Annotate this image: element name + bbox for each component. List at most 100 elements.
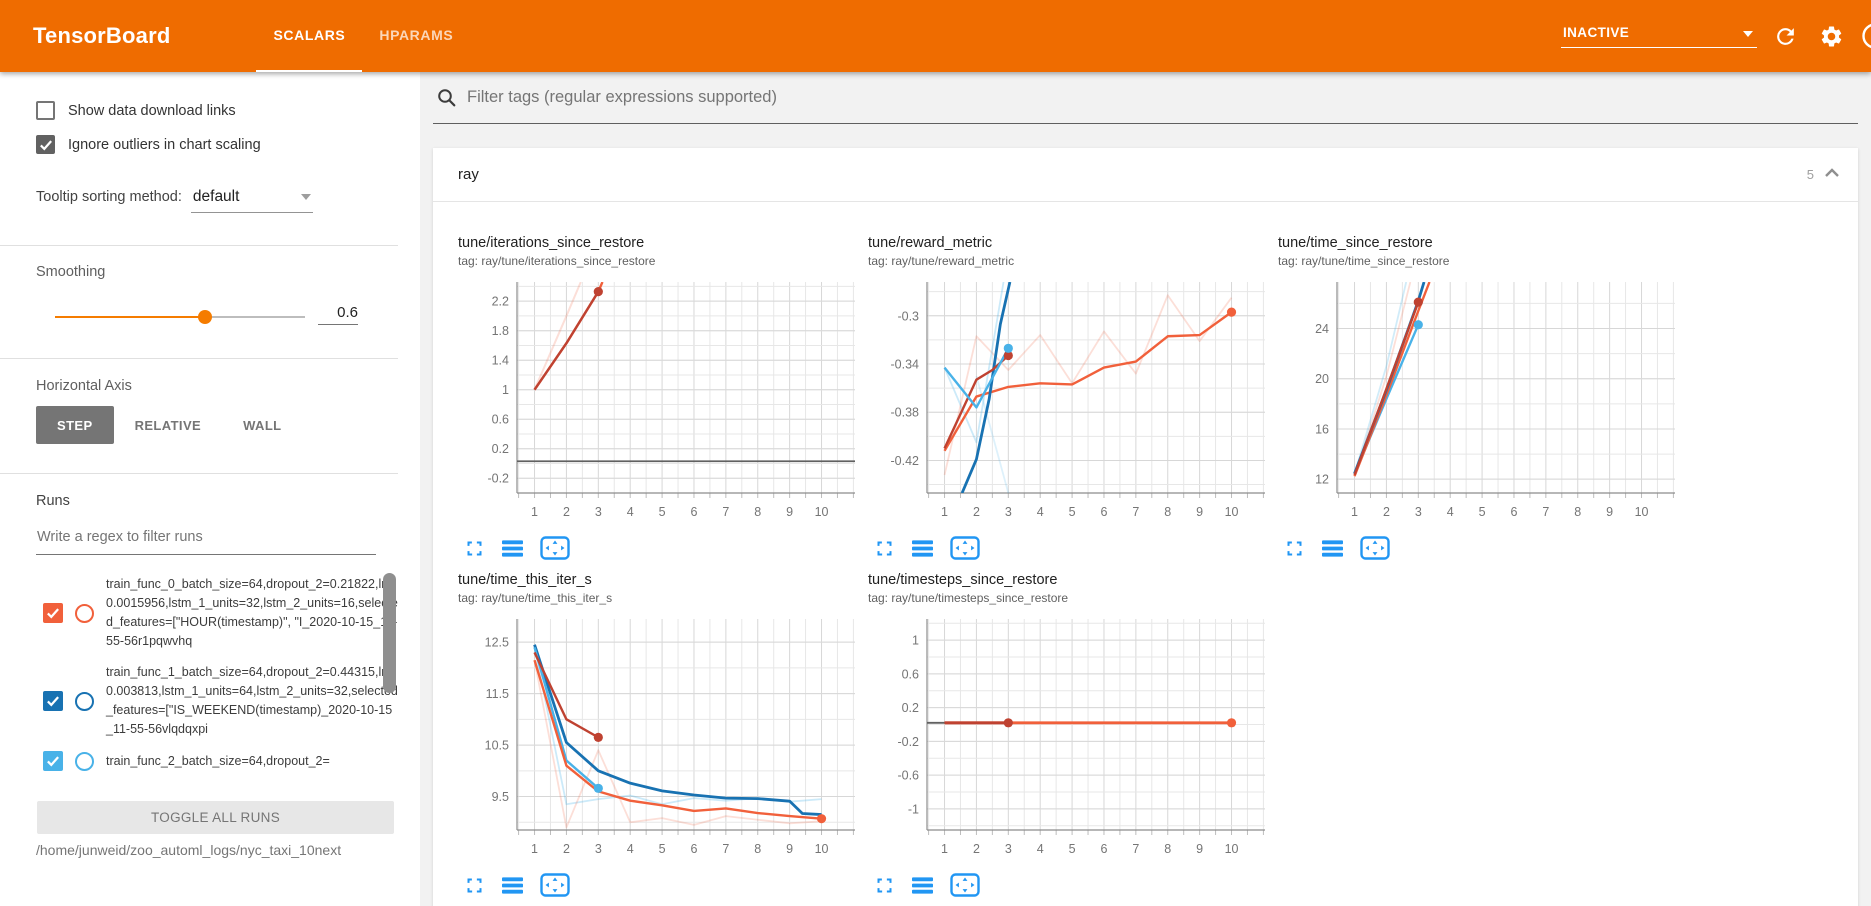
fullscreen-icon[interactable] xyxy=(874,538,895,559)
run-checkbox-icon[interactable] xyxy=(43,751,63,771)
svg-text:5: 5 xyxy=(659,505,666,519)
tag-filter-input[interactable] xyxy=(465,87,1858,108)
svg-text:2: 2 xyxy=(1383,505,1390,519)
search-icon xyxy=(438,89,456,107)
svg-text:8: 8 xyxy=(1164,505,1171,519)
chart-tag: tag: ray/tune/time_this_iter_s xyxy=(458,591,613,605)
run-color-radio[interactable] xyxy=(75,691,94,711)
tooltip-sorting-select[interactable]: default xyxy=(190,188,313,213)
category-header[interactable]: ray 5 xyxy=(433,148,1858,202)
svg-text:-0.38: -0.38 xyxy=(891,406,920,420)
horizontal-bars-icon[interactable] xyxy=(501,538,524,559)
svg-text:3: 3 xyxy=(595,505,602,519)
svg-text:5: 5 xyxy=(659,842,666,856)
status-dropdown[interactable]: INACTIVE xyxy=(1561,25,1757,48)
chart-card: tune/timesteps_since_restore tag: ray/tun… xyxy=(868,570,1278,899)
svg-text:1: 1 xyxy=(502,383,509,397)
chart-tag: tag: ray/tune/timesteps_since_restore xyxy=(868,591,1069,605)
fit-domain-icon[interactable] xyxy=(540,873,570,897)
horizontal-bars-icon[interactable] xyxy=(911,538,934,559)
svg-text:4: 4 xyxy=(1037,842,1044,856)
svg-text:2: 2 xyxy=(973,505,980,519)
run-checkbox-icon[interactable] xyxy=(43,691,63,711)
fit-domain-icon[interactable] xyxy=(950,873,980,897)
svg-text:2: 2 xyxy=(973,842,980,856)
chart-card: tune/reward_metric tag: ray/tune/reward_m… xyxy=(868,233,1278,562)
horizontal-bars-icon[interactable] xyxy=(911,875,934,896)
svg-text:-0.42: -0.42 xyxy=(891,454,920,468)
chart-title: tune/reward_metric xyxy=(868,235,993,251)
smoothing-slider[interactable] xyxy=(55,309,305,325)
divider xyxy=(0,358,398,359)
scalar-chart-plot[interactable]: -0.3 -0.34 -0.38 -0.42 1 2 3 4 5 6 7 8 9 10 xyxy=(868,276,1268,528)
slider-thumb[interactable] xyxy=(198,310,212,324)
run-color-radio[interactable] xyxy=(75,751,94,771)
refresh-icon[interactable] xyxy=(1772,23,1798,49)
svg-text:7: 7 xyxy=(1132,842,1139,856)
fullscreen-icon[interactable] xyxy=(464,538,485,559)
fit-domain-icon[interactable] xyxy=(540,536,570,560)
svg-text:11.5: 11.5 xyxy=(486,687,509,701)
svg-text:3: 3 xyxy=(1415,505,1422,519)
run-color-radio[interactable] xyxy=(75,603,94,623)
svg-text:7: 7 xyxy=(722,842,729,856)
scalar-chart-plot[interactable]: 1 0.6 0.2 -0.2 -0.6 -1 1 2 3 4 5 6 7 8 9 10 xyxy=(868,613,1268,865)
series-cyan-run-unsmoothed xyxy=(943,282,1005,444)
tab-scalars[interactable]: SCALARS xyxy=(256,0,363,72)
run-checkbox-icon[interactable] xyxy=(43,603,63,623)
series-blue-run-smoothed xyxy=(960,282,1012,493)
charts-grid: tune/iterations_since_restore tag: ray/tu… xyxy=(433,202,1858,906)
svg-text:6: 6 xyxy=(690,505,697,519)
checkbox-row[interactable]: Ignore outliers in chart scaling xyxy=(36,135,261,154)
help-icon[interactable] xyxy=(1862,23,1871,49)
fit-domain-icon[interactable] xyxy=(1360,536,1390,560)
fit-domain-icon[interactable] xyxy=(950,536,980,560)
chart-tag: tag: ray/tune/reward_metric xyxy=(868,254,1015,268)
series-orange-run-unsmoothed xyxy=(943,294,1233,476)
svg-text:3: 3 xyxy=(1005,842,1012,856)
series-dark-red-run-smoothed xyxy=(1353,301,1420,476)
checkbox-checked-icon[interactable] xyxy=(36,135,55,154)
horizontal-bars-icon[interactable] xyxy=(501,875,524,896)
axis-option-relative[interactable]: RELATIVE xyxy=(114,406,223,444)
checkbox-row[interactable]: Show data download links xyxy=(36,101,236,120)
chart-title: tune/timesteps_since_restore xyxy=(868,572,1058,588)
series-cyan-run-smoothed xyxy=(533,646,600,790)
fullscreen-icon[interactable] xyxy=(874,875,895,896)
chevron-up-icon[interactable] xyxy=(1824,166,1840,184)
series-blue-run-smoothed xyxy=(533,644,822,816)
axis-option-step[interactable]: STEP xyxy=(36,406,114,444)
runs-filter-input[interactable] xyxy=(36,529,377,554)
tab-bar: SCALARS HPARAMS xyxy=(256,0,470,72)
runs-scrollbar-thumb[interactable] xyxy=(383,573,396,693)
tooltip-sorting-row: Tooltip sorting method: default xyxy=(36,188,313,213)
svg-text:1: 1 xyxy=(531,505,538,519)
runs-filter-row xyxy=(36,528,377,555)
fullscreen-icon[interactable] xyxy=(1284,538,1305,559)
checkbox-label: Ignore outliers in chart scaling xyxy=(68,136,261,153)
horizontal-axis-buttons: STEP RELATIVE WALL xyxy=(36,406,303,444)
tab-hparams[interactable]: HPARAMS xyxy=(379,27,454,43)
run-list-item: train_func_2_batch_size=64,dropout_2= xyxy=(0,739,420,771)
status-label: INACTIVE xyxy=(1563,24,1630,40)
scalar-chart-plot[interactable]: 9.5 10.5 11.5 12.5 1 2 3 4 5 6 7 8 9 10 xyxy=(458,613,858,865)
fullscreen-icon[interactable] xyxy=(464,875,485,896)
toggle-all-runs-button[interactable]: TOGGLE ALL RUNS xyxy=(37,801,394,834)
scalar-chart-plot[interactable]: -0.2 0.2 0.6 1 1.4 1.8 2.2 1 2 3 4 5 6 7 8 9 10 xyxy=(458,276,858,528)
axis-option-wall[interactable]: WALL xyxy=(222,406,302,444)
svg-text:6: 6 xyxy=(1100,505,1107,519)
svg-text:1: 1 xyxy=(912,634,919,648)
svg-text:0.6: 0.6 xyxy=(902,667,919,681)
gear-icon[interactable] xyxy=(1818,23,1844,49)
chart-toolbar xyxy=(464,534,868,562)
svg-text:-0.2: -0.2 xyxy=(897,735,919,749)
series-orange-run-smoothed xyxy=(943,311,1233,452)
svg-text:5: 5 xyxy=(1069,505,1076,519)
checkbox-unchecked-icon[interactable] xyxy=(36,101,55,120)
horizontal-bars-icon[interactable] xyxy=(1321,538,1344,559)
svg-text:9: 9 xyxy=(1196,842,1203,856)
smoothing-value[interactable]: 0.6 xyxy=(318,304,358,325)
svg-text:10: 10 xyxy=(815,505,829,519)
chart-card: tune/time_since_restore tag: ray/tune/tim… xyxy=(1278,233,1688,562)
